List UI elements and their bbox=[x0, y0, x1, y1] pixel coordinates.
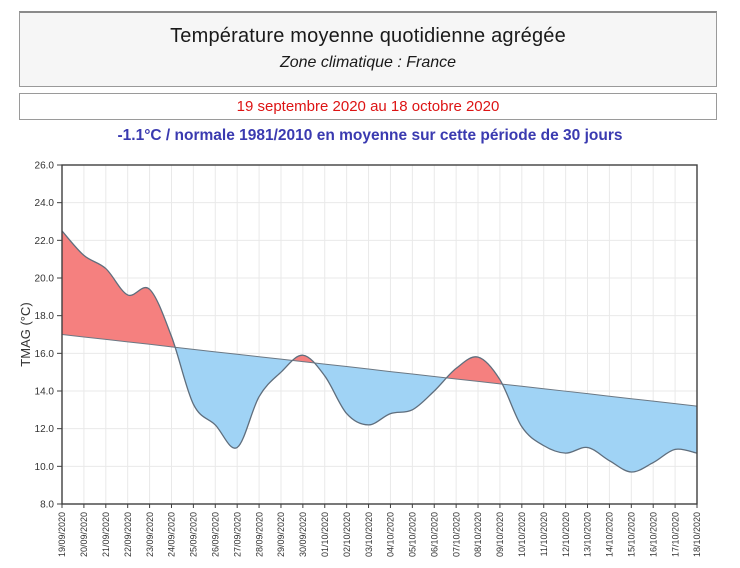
y-tick-label: 14.0 bbox=[35, 387, 55, 398]
y-tick-label: 16.0 bbox=[35, 349, 55, 360]
x-tick-label: 03/10/2020 bbox=[364, 512, 374, 557]
x-tick-label: 20/09/2020 bbox=[79, 512, 89, 557]
y-axis-label: TMAG (°C) bbox=[18, 302, 33, 366]
y-tick-label: 22.0 bbox=[35, 236, 55, 247]
x-tick-label: 17/10/2020 bbox=[670, 512, 680, 557]
x-tick-label: 08/10/2020 bbox=[473, 512, 483, 557]
temperature-curve bbox=[62, 230, 697, 473]
x-tick-label: 11/10/2020 bbox=[539, 512, 549, 556]
period-text: 19 septembre 2020 au 18 octobre 2020 bbox=[236, 98, 500, 115]
temperature-chart: 8.0 10.0 12.0 14.0 16.0 18.0 20.0 22.0 24.0 26.0 1… bbox=[0, 155, 740, 568]
x-tick-label: 09/10/2020 bbox=[495, 512, 505, 557]
x-tick-label: 07/10/2020 bbox=[451, 512, 461, 557]
x-tick-label: 25/09/2020 bbox=[189, 512, 199, 557]
x-tick-label: 29/09/2020 bbox=[276, 512, 286, 557]
x-tick-label: 15/10/2020 bbox=[627, 512, 637, 557]
y-tick-label: 18.0 bbox=[35, 311, 55, 322]
period-panel: 19 septembre 2020 au 18 octobre 2020 bbox=[19, 93, 717, 120]
x-tick-label: 02/10/2020 bbox=[342, 512, 352, 557]
y-tick-label: 12.0 bbox=[35, 424, 55, 435]
chart-svg: 8.0 10.0 12.0 14.0 16.0 18.0 20.0 22.0 24.0 26.0 1… bbox=[18, 161, 702, 558]
x-tick-label: 06/10/2020 bbox=[429, 512, 439, 557]
x-tick-label: 04/10/2020 bbox=[386, 512, 396, 557]
page-title: Température moyenne quotidienne agrégée bbox=[170, 25, 566, 47]
x-tick-label: 23/09/2020 bbox=[145, 512, 155, 557]
x-tick-label: 24/09/2020 bbox=[167, 512, 177, 557]
x-tick-label: 13/10/2020 bbox=[583, 512, 593, 557]
normal-line bbox=[62, 334, 697, 407]
y-tick-label: 24.0 bbox=[35, 198, 55, 209]
plot-border bbox=[61, 164, 698, 505]
x-tick-label: 30/09/2020 bbox=[298, 512, 308, 557]
x-tick-label: 16/10/2020 bbox=[648, 512, 658, 557]
y-tick-label: 8.0 bbox=[40, 500, 54, 511]
x-tick-label: 18/10/2020 bbox=[692, 512, 702, 557]
plot-layers bbox=[62, 230, 697, 473]
title-panel: Température moyenne quotidienne agrégée … bbox=[19, 11, 717, 87]
x-tick-label: 27/09/2020 bbox=[232, 512, 242, 557]
y-tick-label: 20.0 bbox=[35, 274, 55, 285]
below-normal-area bbox=[62, 334, 697, 472]
x-tick-label: 05/10/2020 bbox=[408, 512, 418, 557]
x-tick-label: 21/09/2020 bbox=[101, 512, 111, 557]
x-tick-label: 14/10/2020 bbox=[605, 512, 615, 557]
x-tick-label: 19/09/2020 bbox=[57, 512, 67, 557]
x-tick-label: 28/09/2020 bbox=[254, 512, 264, 557]
x-tick-label: 01/10/2020 bbox=[320, 512, 330, 557]
x-tick-label: 22/09/2020 bbox=[123, 512, 133, 557]
anomaly-text: -1.1°C / normale 1981/2010 en moyenne su… bbox=[117, 127, 623, 144]
x-tick-label: 26/09/2020 bbox=[210, 512, 220, 557]
page-subtitle: Zone climatique : France bbox=[279, 54, 457, 71]
x-tick-label: 12/10/2020 bbox=[561, 512, 571, 557]
x-tick-label: 10/10/2020 bbox=[517, 512, 527, 557]
y-tick-label: 26.0 bbox=[35, 161, 55, 172]
y-tick-label: 10.0 bbox=[35, 462, 55, 473]
